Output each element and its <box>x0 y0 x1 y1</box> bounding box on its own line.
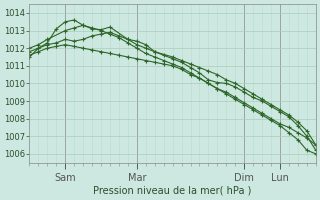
X-axis label: Pression niveau de la mer( hPa ): Pression niveau de la mer( hPa ) <box>93 186 252 196</box>
